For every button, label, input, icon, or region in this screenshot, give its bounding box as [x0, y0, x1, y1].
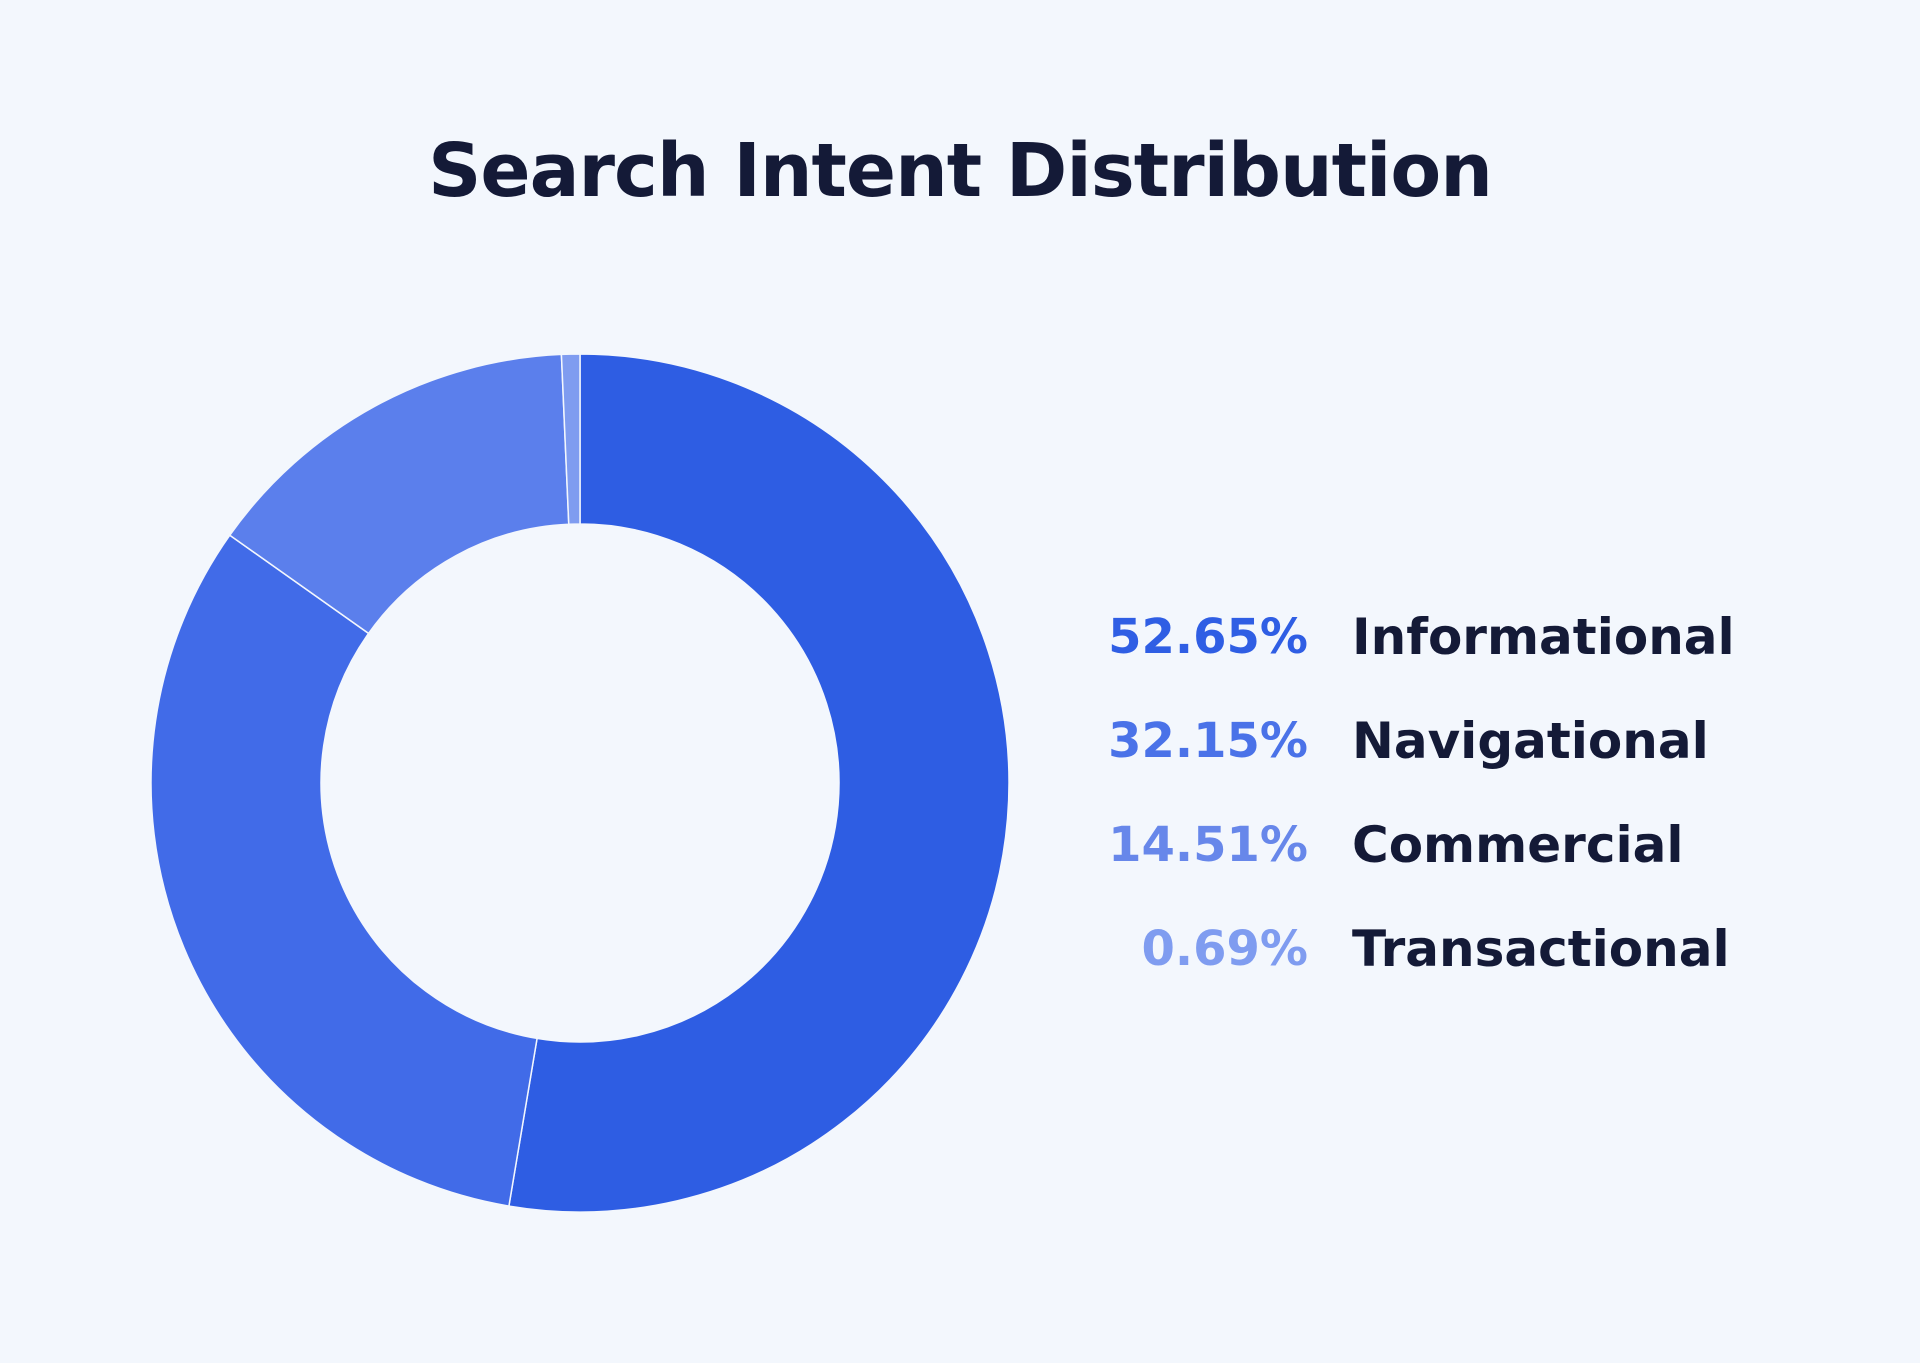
- chart-title: Search Intent Distribution: [428, 128, 1493, 214]
- donut-slice-commercial: [228, 353, 570, 635]
- legend-label: Commercial: [1352, 816, 1684, 874]
- legend-item-transactional: 0.69% Transactional: [1090, 897, 1790, 1001]
- legend-label: Transactional: [1352, 920, 1730, 978]
- legend-value: 0.69%: [1141, 921, 1308, 977]
- legend-value: 52.65%: [1108, 609, 1308, 665]
- donut-slice-navigational: [150, 534, 538, 1207]
- legend-label: Informational: [1352, 608, 1735, 666]
- legend-item-commercial: 14.51% Commercial: [1090, 793, 1790, 897]
- legend-value: 32.15%: [1108, 713, 1308, 769]
- legend: 52.65% Informational 32.15% Navigational 14.…: [1090, 585, 1790, 1001]
- legend-item-informational: 52.65% Informational: [1090, 585, 1790, 689]
- donut-slice-transactional: [560, 353, 581, 526]
- legend-value: 14.51%: [1108, 817, 1308, 873]
- legend-label: Navigational: [1352, 712, 1709, 770]
- donut-slice-informational: [508, 353, 1010, 1213]
- legend-item-navigational: 32.15% Navigational: [1090, 689, 1790, 793]
